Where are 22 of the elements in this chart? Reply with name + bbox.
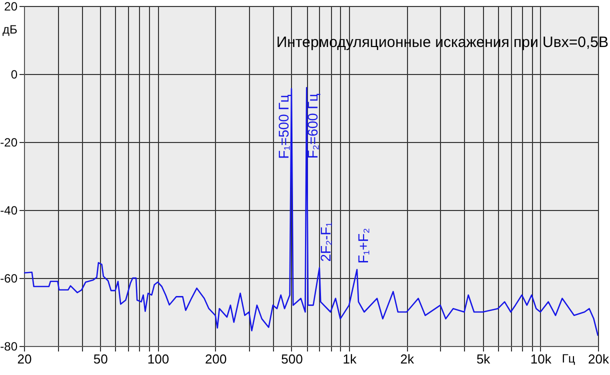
- x-tick-label: 100: [147, 352, 170, 366]
- x-axis-title: Гц: [562, 352, 576, 366]
- y-tick-label: -40: [0, 204, 18, 218]
- annotation: 2F₂-F₁: [317, 222, 334, 262]
- x-tick-label: 1k: [342, 352, 357, 366]
- x-tick-label: 20: [17, 352, 32, 366]
- y-tick-label: -20: [0, 136, 18, 150]
- x-tick-label: 200: [204, 352, 227, 366]
- x-tick-label: 2k: [400, 352, 415, 366]
- x-tick-label: 10k: [530, 352, 552, 366]
- x-tick-label: 5k: [476, 352, 491, 366]
- x-tick-label: 50: [93, 352, 108, 366]
- annotation: F₁=500 Гц: [275, 94, 292, 159]
- y-axis-title: дБ: [2, 22, 18, 36]
- y-tick-label: -60: [0, 272, 18, 286]
- y-tick-label: 20: [4, 0, 18, 14]
- x-tick-label: 500: [281, 352, 303, 366]
- annotation: F₁+F₂: [354, 228, 371, 264]
- annotation: F₂=600 Гц: [304, 94, 321, 159]
- y-tick-label: -80: [0, 340, 18, 354]
- x-tick-label: 20k: [588, 352, 610, 366]
- y-tick-label: 0: [10, 68, 18, 82]
